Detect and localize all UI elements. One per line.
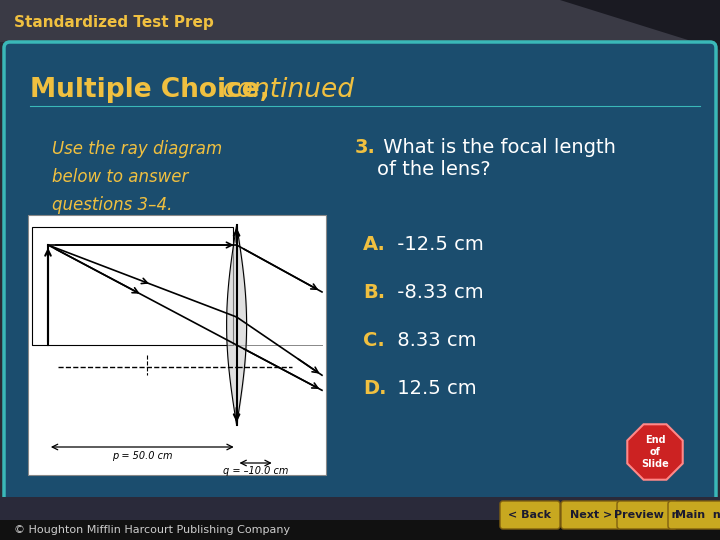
Text: p = 50.0 cm: p = 50.0 cm	[112, 451, 173, 461]
Text: B.: B.	[363, 283, 385, 302]
Polygon shape	[627, 424, 683, 480]
Bar	[32, 227, 233, 345]
Polygon shape	[560, 0, 720, 50]
Text: 8.33 cm: 8.33 cm	[391, 331, 477, 350]
Text: Standardized Test Prep: Standardized Test Prep	[14, 15, 214, 30]
Text: continued: continued	[214, 77, 354, 103]
Text: Main  n: Main n	[675, 510, 720, 520]
Text: q = –10.0 cm: q = –10.0 cm	[223, 466, 288, 476]
Text: A.: A.	[363, 235, 386, 254]
Bar	[28, 215, 326, 475]
Text: -8.33 cm: -8.33 cm	[391, 283, 484, 302]
Text: Multiple Choice,: Multiple Choice,	[30, 77, 270, 103]
FancyBboxPatch shape	[561, 501, 621, 529]
Text: Next >: Next >	[570, 510, 612, 520]
Text: End
of
Slide: End of Slide	[641, 435, 669, 469]
Bar	[0, 520, 720, 540]
Text: Preview  n: Preview n	[614, 510, 680, 520]
Text: 3.: 3.	[355, 138, 376, 157]
Bar	[0, 497, 720, 540]
Text: What is the focal length
of the lens?: What is the focal length of the lens?	[377, 138, 616, 179]
Text: © Houghton Mifflin Harcourt Publishing Company: © Houghton Mifflin Harcourt Publishing C…	[14, 525, 290, 535]
Text: 12.5 cm: 12.5 cm	[391, 379, 477, 398]
FancyBboxPatch shape	[617, 501, 677, 529]
FancyBboxPatch shape	[500, 501, 560, 529]
Text: < Back: < Back	[508, 510, 552, 520]
FancyBboxPatch shape	[668, 501, 720, 529]
FancyBboxPatch shape	[4, 42, 716, 516]
Text: C.: C.	[363, 331, 384, 350]
Text: -12.5 cm: -12.5 cm	[391, 235, 484, 254]
Text: Use the ray diagram
below to answer
questions 3–4.: Use the ray diagram below to answer ques…	[52, 140, 222, 214]
Bar	[0, 0, 720, 42]
Text: D.: D.	[363, 379, 387, 398]
